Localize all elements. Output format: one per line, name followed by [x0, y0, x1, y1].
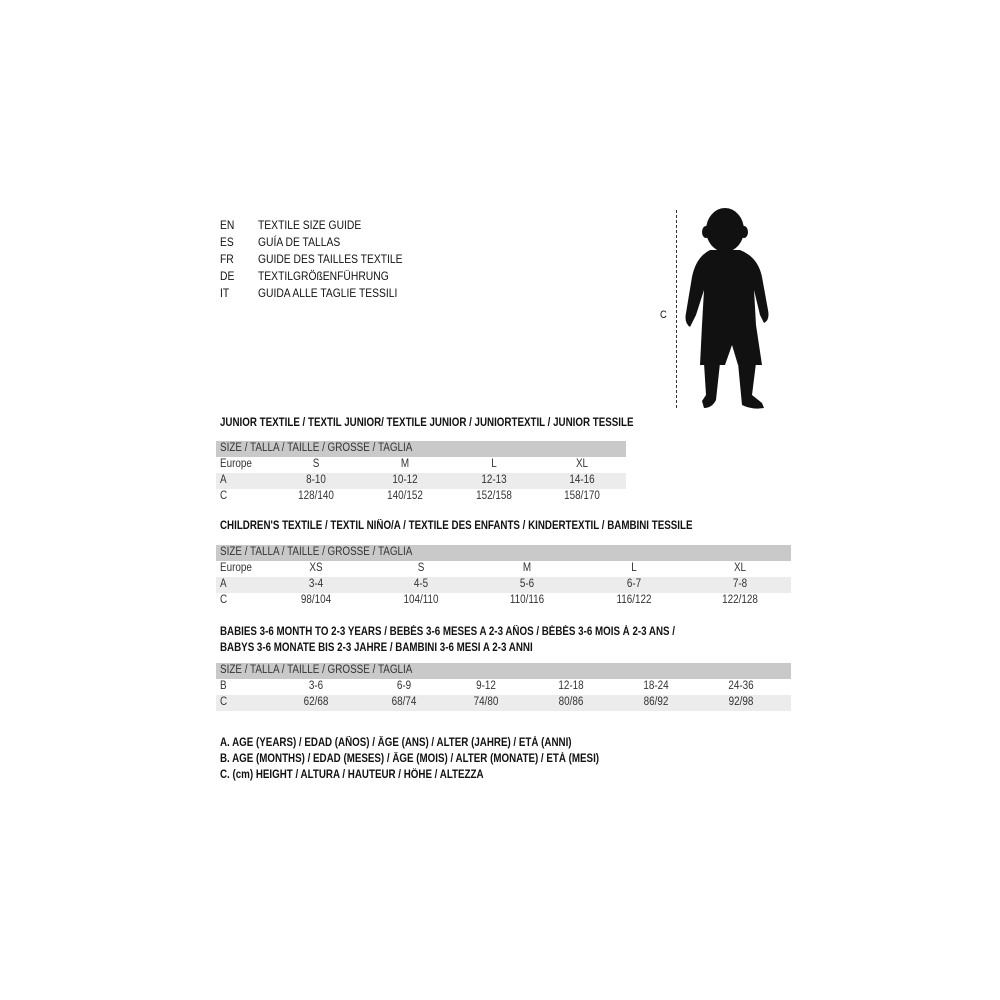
cell: 18-24: [643, 680, 669, 692]
row-label: Europe: [220, 562, 252, 574]
cell: 104/110: [403, 594, 439, 606]
lang-title: GUÍA DE TALLAS: [258, 235, 341, 249]
cell: 86/92: [643, 696, 669, 708]
table-row: C 98/104 104/110 110/116 116/122 122/128: [216, 593, 791, 609]
header-label: SIZE / TALLA / TAILLE / GRÖSSE / TAGLIA: [220, 546, 413, 558]
cell: S: [417, 562, 425, 574]
table-row: B 3-6 6-9 9-12 12-18 18-24 24-36: [216, 679, 791, 695]
row-label: Europe: [220, 458, 252, 470]
cell: 12-18: [558, 680, 584, 692]
cell: 4-5: [413, 578, 429, 590]
table-row: C 128/140 140/152 152/158 158/170: [216, 489, 626, 505]
cell: XL: [733, 562, 747, 574]
cell: M: [400, 458, 410, 470]
cell: M: [522, 562, 532, 574]
cell: 62/68: [303, 696, 329, 708]
row-label: B: [220, 680, 227, 692]
table-header: SIZE / TALLA / TAILLE / GRÖSSE / TAGLIA: [216, 663, 791, 679]
cell: 92/98: [728, 696, 754, 708]
lang-code: DE: [220, 269, 235, 283]
babies-section-title-line1: BABIES 3-6 MONTH TO 2-3 YEARS / BEBÉS 3-…: [220, 626, 676, 638]
cell: 128/140: [298, 490, 334, 502]
table-row: Europe XS S M L XL: [216, 561, 791, 577]
row-label: C: [220, 696, 228, 708]
table-header: SIZE / TALLA / TAILLE / GRÖSSE / TAGLIA: [216, 545, 791, 561]
cell: 9-12: [476, 680, 496, 692]
table-row: A 8-10 10-12 12-13 14-16: [216, 473, 626, 489]
cell: 12-13: [481, 474, 507, 486]
legend-item: A. AGE (YEARS) / EDAD (AÑOS) / ÂGE (ANS)…: [220, 737, 572, 749]
cell: XS: [309, 562, 323, 574]
table-row: A 3-4 4-5 5-6 6-7 7-8: [216, 577, 791, 593]
row-label: C: [220, 490, 228, 502]
cell: L: [491, 458, 497, 470]
lang-code: IT: [220, 286, 230, 300]
child-silhouette-icon: [685, 208, 769, 409]
cell: 24-36: [728, 680, 754, 692]
babies-section-title-line2: BABYS 3-6 MONATE BIS 2-3 JAHRE / BAMBINI…: [220, 642, 533, 654]
header-label: SIZE / TALLA / TAILLE / GRÖSSE / TAGLIA: [220, 664, 413, 676]
cell: 140/152: [387, 490, 423, 502]
lang-code: FR: [220, 252, 234, 266]
table-row: C 62/68 68/74 74/80 80/86 86/92 92/98: [216, 695, 791, 711]
cell: 110/116: [509, 594, 545, 606]
height-label: C: [660, 309, 667, 321]
cell: 3-6: [308, 680, 324, 692]
cell: 158/170: [564, 490, 600, 502]
lang-title: TEXTILE SIZE GUIDE: [258, 218, 362, 232]
lang-title: GUIDE DES TAILLES TEXTILE: [258, 252, 403, 266]
children-section-title: CHILDREN'S TEXTILE / TEXTIL NIÑO/A / TEX…: [220, 520, 693, 532]
row-label: A: [220, 474, 227, 486]
cell: S: [312, 458, 320, 470]
cell: 3-4: [308, 578, 324, 590]
cell: L: [631, 562, 637, 574]
height-measure-line: [676, 210, 677, 408]
cell: 10-12: [392, 474, 418, 486]
lang-code: EN: [220, 218, 235, 232]
cell: 152/158: [476, 490, 512, 502]
junior-size-table: SIZE / TALLA / TAILLE / GRÖSSE / TAGLIA …: [216, 441, 626, 505]
cell: 74/80: [473, 696, 499, 708]
cell: 98/104: [300, 594, 332, 606]
babies-size-table: SIZE / TALLA / TAILLE / GRÖSSE / TAGLIA …: [216, 663, 791, 711]
legend-item: C. (cm) HEIGHT / ALTURA / HAUTEUR / HÖHE…: [220, 769, 484, 781]
children-size-table: SIZE / TALLA / TAILLE / GRÖSSE / TAGLIA …: [216, 545, 791, 609]
header-label: SIZE / TALLA / TAILLE / GRÖSSE / TAGLIA: [220, 442, 413, 454]
legend-item: B. AGE (MONTHS) / EDAD (MESES) / ÂGE (MO…: [220, 753, 600, 765]
cell: 5-6: [519, 578, 535, 590]
cell: 6-9: [396, 680, 412, 692]
lang-title: GUIDA ALLE TAGLIE TESSILI: [258, 286, 398, 300]
table-header: SIZE / TALLA / TAILLE / GRÖSSE / TAGLIA: [216, 441, 626, 457]
cell: 14-16: [569, 474, 595, 486]
cell: XL: [575, 458, 589, 470]
junior-section-title: JUNIOR TEXTILE / TEXTIL JUNIOR/ TEXTILE …: [220, 417, 634, 429]
row-label: A: [220, 578, 227, 590]
table-row: Europe S M L XL: [216, 457, 626, 473]
cell: 6-7: [626, 578, 642, 590]
cell: 80/86: [558, 696, 584, 708]
row-label: C: [220, 594, 228, 606]
cell: 7-8: [732, 578, 748, 590]
cell: 116/122: [616, 594, 652, 606]
cell: 68/74: [391, 696, 417, 708]
cell: 122/128: [722, 594, 758, 606]
lang-code: ES: [220, 235, 234, 249]
lang-title: TEXTILGRÖßENFÜHRUNG: [258, 269, 389, 283]
cell: 8-10: [306, 474, 326, 486]
